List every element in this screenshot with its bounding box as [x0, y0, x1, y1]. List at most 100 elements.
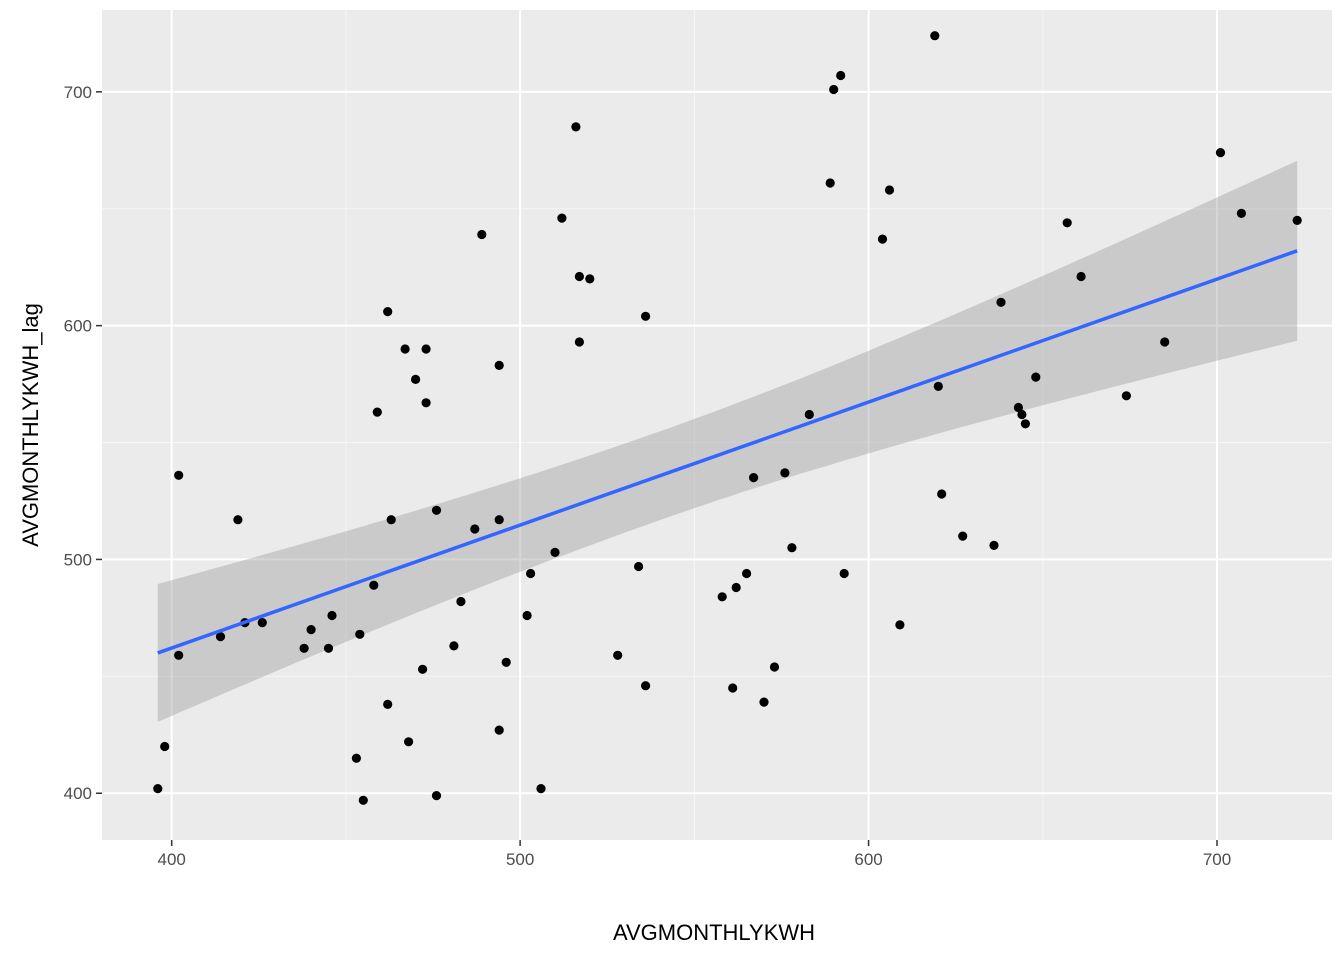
data-point [477, 229, 487, 240]
data-point [383, 699, 393, 710]
y-tick-label: 700 [64, 83, 92, 102]
data-point [323, 643, 334, 653]
data-point [1160, 337, 1170, 347]
data-point [160, 741, 170, 752]
data-point [1215, 148, 1226, 158]
data-point [1236, 208, 1246, 218]
data-point [369, 580, 379, 590]
x-axis-title: AVGMONTHLYKWH [613, 920, 815, 945]
data-point [769, 662, 780, 672]
data-point [550, 547, 560, 558]
data-point [731, 582, 741, 593]
data-point [470, 524, 480, 534]
confidence-band [157, 160, 1298, 722]
data-point [641, 681, 651, 691]
data-point [494, 515, 504, 525]
data-point [836, 70, 846, 81]
data-point [306, 625, 316, 635]
data-point [1292, 215, 1302, 225]
data-point [759, 697, 769, 707]
data-point [933, 381, 943, 391]
data-point [884, 185, 895, 195]
fit-line [157, 249, 1298, 655]
data-point [233, 515, 243, 525]
data-point [358, 795, 368, 805]
y-tick-label: 500 [64, 550, 92, 569]
data-point [351, 753, 361, 763]
data-point [421, 398, 431, 408]
data-point [574, 271, 585, 282]
data-point [571, 122, 581, 132]
data-point [400, 344, 410, 354]
data-point [613, 650, 623, 660]
data-point [1020, 419, 1030, 429]
data-point [449, 641, 459, 651]
data-point [418, 664, 428, 674]
data-point [431, 505, 442, 515]
data-point [522, 610, 532, 621]
data-point [355, 629, 365, 639]
data-point [494, 725, 504, 735]
data-point [501, 657, 511, 667]
data-point [404, 737, 414, 747]
y-tick-label: 400 [64, 784, 92, 803]
data-point [372, 407, 382, 417]
grid-lines [102, 10, 1332, 840]
data-point [958, 531, 968, 541]
data-point [804, 409, 814, 420]
x-tick-label: 400 [158, 850, 186, 869]
data-point [1121, 391, 1131, 401]
data-point [386, 515, 396, 525]
data-point [634, 561, 644, 572]
data-point [494, 360, 504, 370]
data-point [536, 784, 546, 794]
data-point [1017, 409, 1027, 420]
data-point [456, 596, 466, 607]
data-point [1062, 218, 1072, 228]
data-point [585, 274, 595, 284]
data-point [780, 468, 790, 478]
data-point [153, 784, 163, 794]
data-point [421, 344, 431, 354]
data-point [383, 307, 393, 317]
data-point [1031, 372, 1041, 382]
data-point [996, 297, 1006, 307]
data-point [557, 213, 567, 223]
data-point [574, 337, 585, 347]
data-point [895, 620, 905, 630]
data-point [877, 234, 888, 244]
data-point [742, 568, 752, 579]
x-tick-label: 700 [1203, 850, 1231, 869]
data-point [937, 489, 947, 499]
data-point [1076, 271, 1086, 282]
data-point [989, 540, 999, 551]
y-axis-ticks: 400 500 600 700 [64, 83, 102, 803]
data-point [749, 473, 759, 483]
data-point [411, 374, 421, 384]
data-point [174, 470, 184, 480]
plot-panel [102, 10, 1332, 840]
data-point [174, 650, 184, 660]
y-tick-label: 600 [64, 317, 92, 336]
data-point [526, 568, 536, 579]
data-point [1013, 402, 1024, 413]
data-point [431, 791, 442, 801]
confidence-ribbon [157, 160, 1298, 722]
data-point [839, 568, 849, 579]
regression-line [157, 249, 1298, 655]
data-point [829, 84, 839, 95]
data-point [787, 543, 797, 553]
data-point [825, 178, 835, 188]
y-axis-title: AVGMONTHLYKWH_lag [18, 303, 43, 547]
x-tick-label: 500 [506, 850, 534, 869]
data-point [327, 610, 337, 621]
data-point [930, 31, 940, 41]
x-tick-label: 600 [854, 850, 882, 869]
data-point [717, 592, 727, 602]
data-point [257, 618, 267, 628]
x-axis-ticks: 400 500 600 700 [158, 840, 1231, 869]
data-point [299, 643, 309, 653]
data-point [215, 632, 226, 642]
data-point [728, 683, 738, 693]
